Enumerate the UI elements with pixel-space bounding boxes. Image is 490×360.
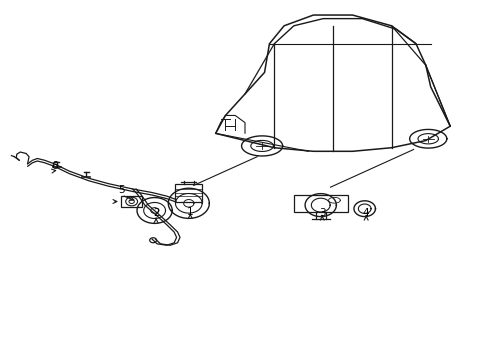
- Text: 6: 6: [51, 161, 58, 171]
- FancyBboxPatch shape: [294, 195, 347, 212]
- FancyBboxPatch shape: [175, 184, 202, 202]
- FancyBboxPatch shape: [121, 196, 143, 207]
- Text: 5: 5: [118, 185, 124, 195]
- Text: 4: 4: [363, 208, 369, 219]
- Text: 2: 2: [153, 208, 159, 219]
- Text: 1: 1: [187, 207, 194, 217]
- Text: 3: 3: [319, 208, 325, 219]
